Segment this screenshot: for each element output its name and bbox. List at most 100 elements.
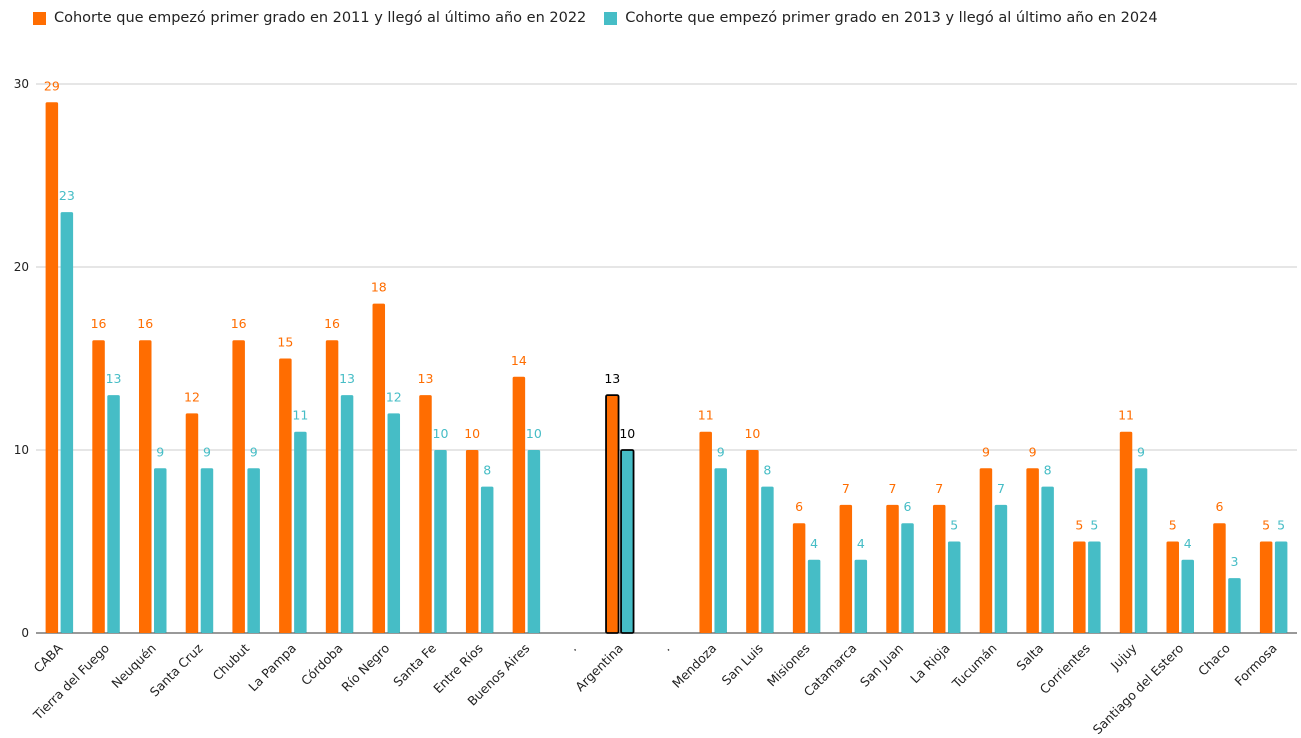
bar (92, 340, 105, 633)
bar (699, 431, 712, 633)
data-label: 9 (717, 444, 725, 459)
x-tick-label: San Juan (857, 641, 906, 690)
y-tick-label: 20 (14, 260, 29, 274)
data-label: 12 (386, 389, 402, 404)
bar (294, 431, 307, 633)
bar (1073, 541, 1086, 633)
bar (746, 450, 759, 633)
data-label: 8 (1044, 463, 1052, 478)
data-label: 7 (889, 481, 897, 496)
y-tick-label: 30 (14, 77, 29, 91)
data-label: 11 (698, 408, 714, 423)
x-tick-label: . (566, 641, 579, 654)
x-tick-label: Santiago del Estero (1090, 641, 1187, 738)
bar (185, 413, 199, 633)
data-label: 5 (950, 518, 958, 533)
bar (372, 303, 386, 633)
data-label: 9 (250, 444, 258, 459)
bar (45, 102, 59, 634)
y-tick-label: 10 (14, 443, 29, 457)
data-label: 13 (604, 371, 620, 386)
x-tick-label: CABA (31, 640, 66, 675)
legend-item-series-1: Cohorte que empezó primer grado en 2011 … (33, 10, 586, 26)
data-label: 9 (982, 444, 990, 459)
data-label: 10 (619, 426, 635, 441)
data-label: 12 (184, 389, 200, 404)
bar (107, 395, 120, 633)
bar (792, 523, 806, 633)
bar (979, 468, 993, 633)
x-tick-label: Santa Fe (390, 640, 439, 689)
bar (340, 395, 354, 633)
bar (154, 468, 167, 633)
x-tick-label: Río Negro (338, 641, 392, 695)
legend-swatch-series-2 (604, 11, 618, 25)
bar (1134, 468, 1148, 633)
bar (854, 559, 868, 633)
data-label: 16 (231, 316, 247, 331)
data-label: 13 (418, 371, 434, 386)
data-label: 9 (1029, 444, 1037, 459)
x-tick-label: Córdoba (298, 641, 346, 689)
bar (947, 541, 961, 633)
data-label: 5 (1090, 518, 1098, 533)
data-label: 16 (324, 316, 340, 331)
data-label: 15 (277, 335, 293, 350)
bar (325, 340, 339, 633)
data-label: 13 (339, 371, 355, 386)
bar (1088, 541, 1101, 633)
data-label: 16 (91, 316, 107, 331)
data-label: 5 (1262, 518, 1270, 533)
data-label: 18 (371, 280, 387, 295)
legend-swatch-series-1 (33, 11, 46, 25)
legend-label-series-2: Cohorte que empezó primer grado en 2013 … (625, 10, 1158, 26)
x-tick-label: . (659, 641, 672, 654)
bar (761, 486, 774, 633)
data-label: 4 (1184, 536, 1192, 551)
y-tick-label: 0 (21, 626, 29, 640)
bar (932, 504, 946, 633)
bar (434, 450, 447, 633)
bar (620, 449, 635, 634)
x-tick-label: Argentina (572, 641, 626, 695)
bar (279, 358, 292, 633)
data-label: 23 (59, 188, 75, 203)
x-tick-label: Corrientes (1037, 641, 1093, 697)
data-label: 5 (1277, 518, 1285, 533)
bar (1041, 486, 1054, 633)
bar (139, 340, 152, 633)
data-label: 9 (156, 444, 164, 459)
bar (1026, 468, 1039, 633)
data-label: 9 (203, 444, 211, 459)
data-label: 7 (842, 481, 850, 496)
data-label: 7 (997, 481, 1005, 496)
data-label: 8 (763, 463, 771, 478)
data-label: 6 (795, 499, 803, 514)
x-tick-label: Tucumán (948, 641, 999, 692)
bar (901, 523, 914, 633)
bar (1274, 541, 1288, 633)
bar (247, 468, 260, 633)
x-tick-label: Misiones (764, 641, 813, 690)
data-label: 11 (292, 408, 308, 423)
bar (1213, 523, 1226, 633)
bar (232, 340, 245, 633)
data-label: 8 (483, 463, 491, 478)
data-label: 3 (1230, 554, 1238, 569)
bar (60, 212, 74, 633)
data-label: 10 (433, 426, 449, 441)
data-label: 29 (44, 78, 60, 93)
data-label: 6 (904, 499, 912, 514)
bar (994, 504, 1008, 633)
bar (807, 559, 821, 633)
bar (1166, 541, 1179, 633)
bar (465, 450, 479, 633)
data-label: 16 (137, 316, 153, 331)
data-label: 4 (810, 536, 818, 551)
bar (605, 394, 620, 634)
data-label: 14 (511, 353, 527, 368)
bar (886, 504, 899, 633)
bar (200, 468, 214, 633)
data-label: 13 (106, 371, 122, 386)
data-label: 10 (744, 426, 760, 441)
